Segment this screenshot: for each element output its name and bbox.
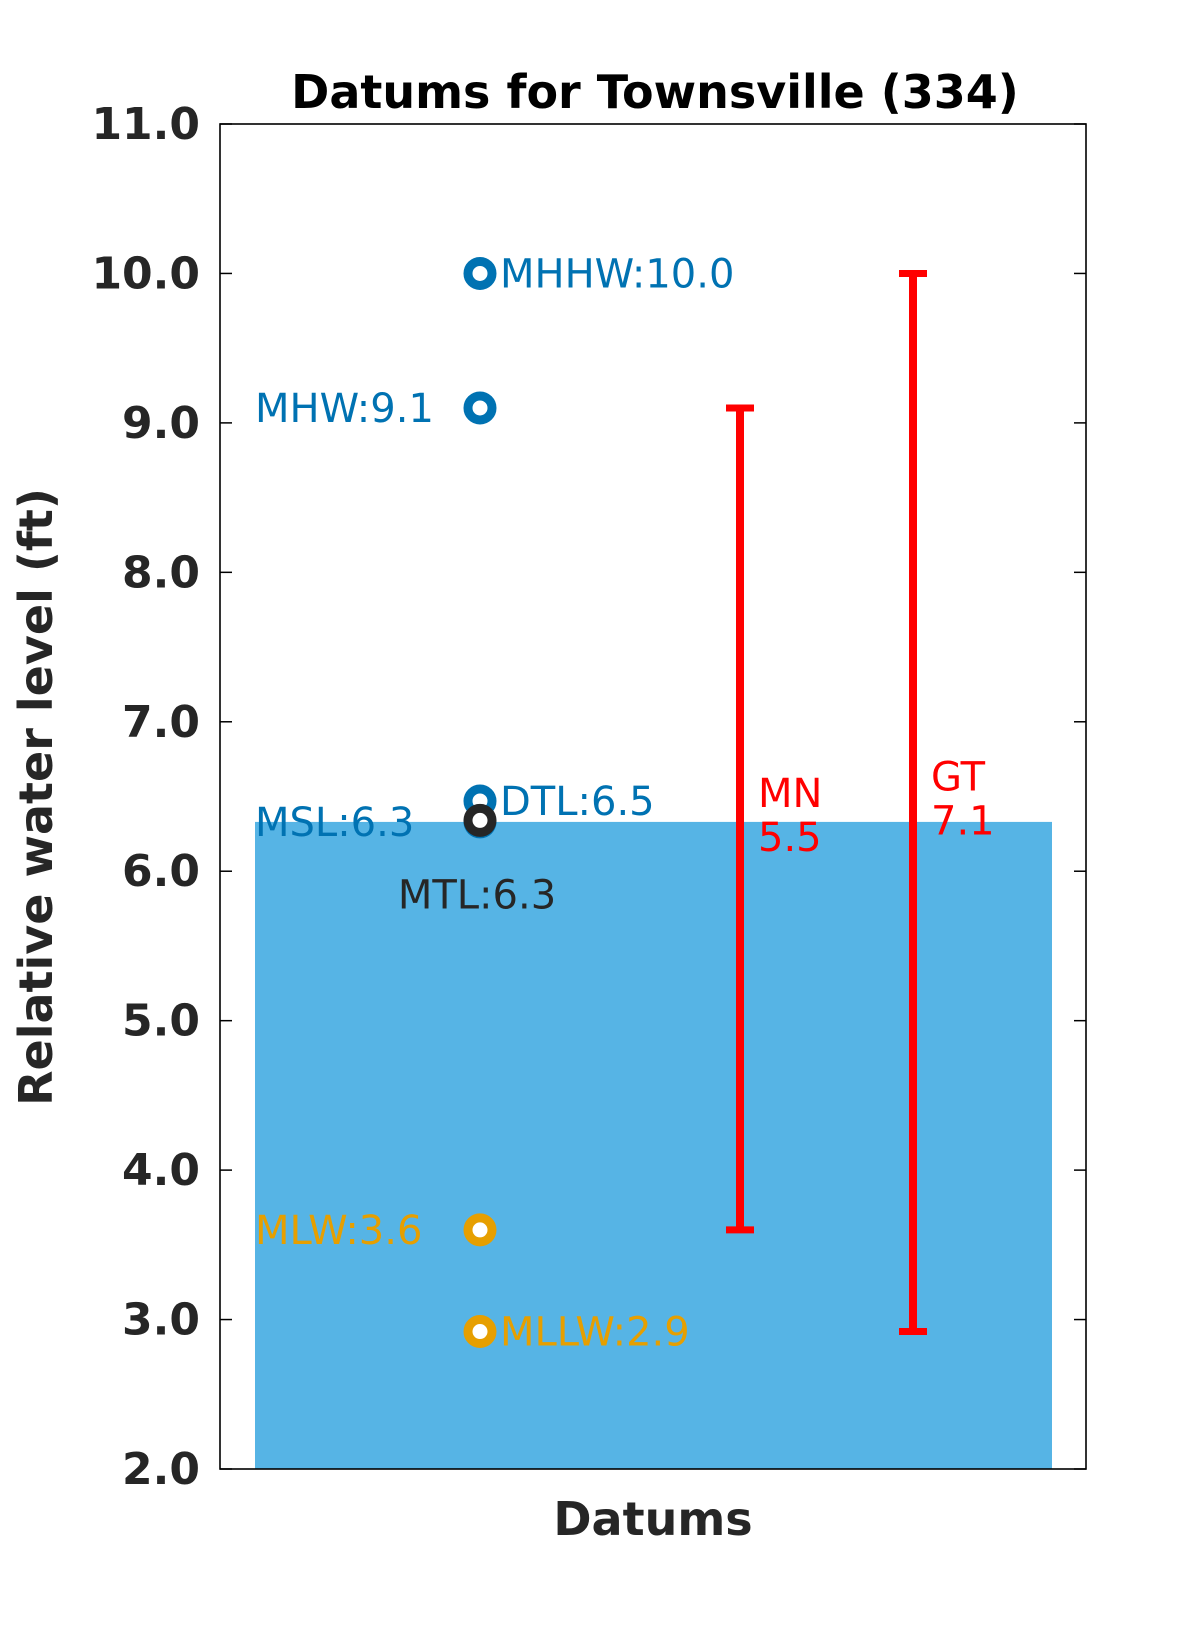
y-tick-label: 11.0	[91, 99, 200, 150]
mtl-label: MTL:6.3	[398, 872, 556, 918]
y-tick-label: 7.0	[122, 697, 200, 748]
mhw-label: MHW:9.1	[255, 386, 434, 432]
plot-area-frame	[219, 123, 1087, 1470]
y-axis-ticks: 2.0 3.0 4.0 5.0 6.0 7.0 8.0 9.0 10.0 11.0	[91, 99, 1086, 1495]
datum-markers	[463, 256, 497, 1349]
x-axis-label: Datums	[553, 1492, 752, 1546]
mllw-marker	[463, 1315, 497, 1349]
msl-label: MSL:6.3	[255, 800, 414, 846]
gt-range-label-name: GT	[931, 754, 986, 800]
y-tick-label: 3.0	[122, 1295, 200, 1346]
y-tick-label: 6.0	[122, 846, 200, 897]
mn-range-label-name: MN	[758, 771, 822, 817]
y-axis-label: Relative water level (ft)	[9, 488, 63, 1106]
mhw-marker	[463, 391, 497, 425]
datum-labels: MHHW:10.0 MHW:9.1 DTL:6.5 MSL:6.3 MTL:6.3 MLW…	[255, 251, 734, 1355]
mhhw-label: MHHW:10.0	[500, 251, 734, 297]
y-tick-label: 10.0	[91, 248, 200, 299]
mn-range-label-value: 5.5	[758, 815, 822, 861]
y-tick-label: 4.0	[122, 1145, 200, 1196]
gt-range-label-value: 7.1	[931, 798, 995, 844]
water-level-bar	[255, 821, 1052, 1469]
mhhw-marker	[463, 256, 497, 290]
y-tick-label: 2.0	[122, 1444, 200, 1495]
dtl-label: DTL:6.5	[500, 779, 655, 825]
mllw-label: MLLW:2.9	[500, 1310, 690, 1356]
mlw-marker	[463, 1213, 497, 1247]
y-tick-label: 9.0	[122, 398, 200, 449]
y-tick-label: 5.0	[122, 996, 200, 1047]
y-tick-label: 8.0	[122, 547, 200, 598]
chart-title: Datums for Townsville (334)	[291, 65, 1019, 119]
range-bars: MN5.5 GT7.1	[726, 269, 995, 1336]
mlw-label: MLW:3.6	[255, 1208, 422, 1254]
mtl-marker	[463, 803, 497, 837]
